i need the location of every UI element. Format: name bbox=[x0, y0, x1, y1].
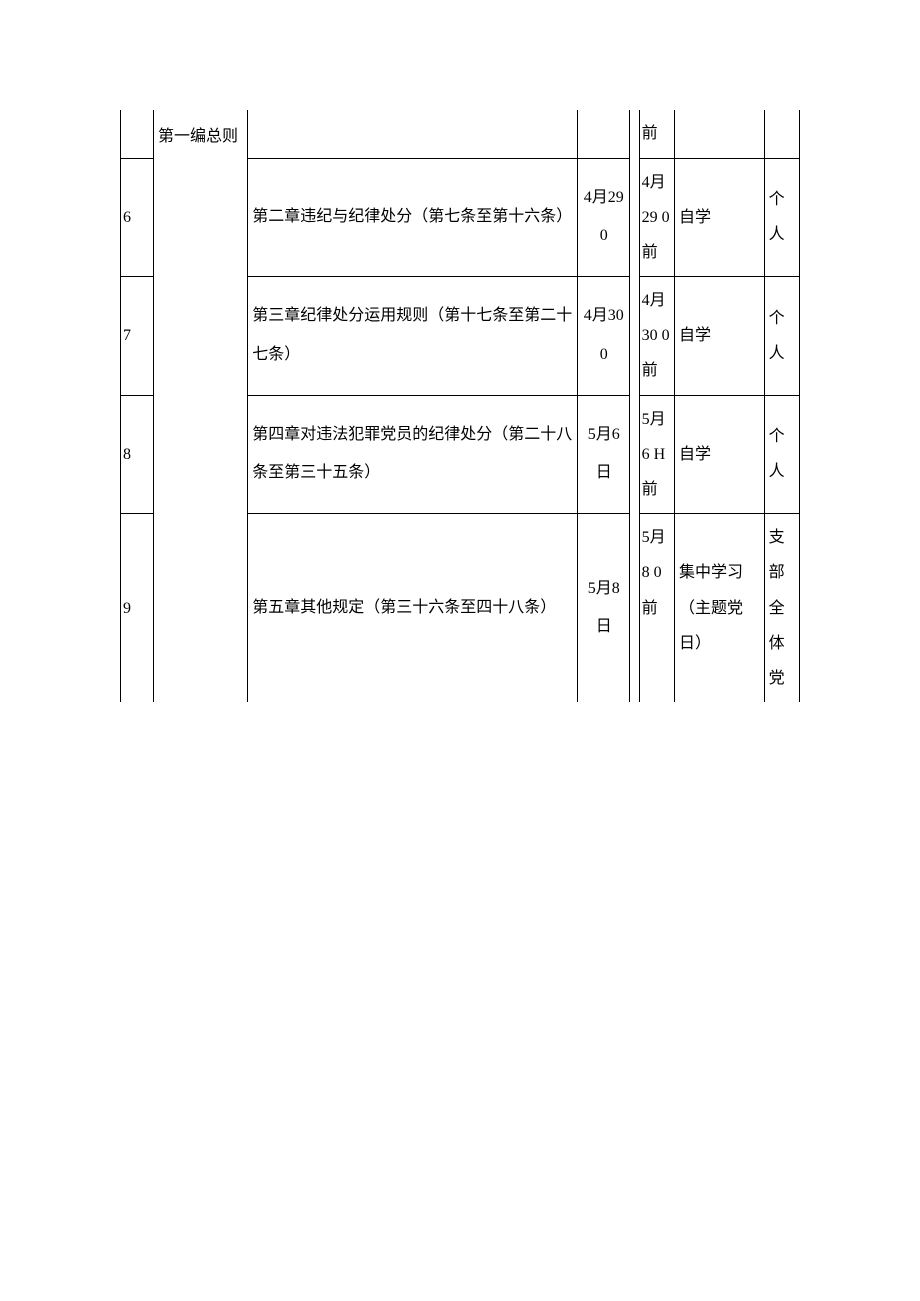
content-cell: 第四章对违法犯罪党员的纪律处分（第二十八条至第三十五条） bbox=[248, 395, 578, 514]
schedule-table: 第一编总则 前 6 第二章违纪与纪律处分（第七条至第十六条） 4月29 0 4月… bbox=[120, 110, 800, 702]
content-cell bbox=[248, 110, 578, 158]
spacer-cell bbox=[630, 110, 639, 702]
date1-cell: 4月30 0 bbox=[578, 277, 630, 396]
content-cell: 第二章违纪与纪律处分（第七条至第十六条） bbox=[248, 158, 578, 277]
date2-cell: 4月29 0前 bbox=[639, 158, 674, 277]
content-cell: 第三章纪律处分运用规则（第十七条至第二十七条） bbox=[248, 277, 578, 396]
date1-cell bbox=[578, 110, 630, 158]
content-cell: 第五章其他规定（第三十六条至四十八条） bbox=[248, 514, 578, 702]
person-cell: 支部全体党 bbox=[764, 514, 799, 702]
row-num-cell: 8 bbox=[121, 395, 154, 514]
person-cell: 个人 bbox=[764, 158, 799, 277]
method-cell bbox=[675, 110, 765, 158]
method-cell: 自学 bbox=[675, 395, 765, 514]
method-cell: 自学 bbox=[675, 277, 765, 396]
date1-cell: 5月6日 bbox=[578, 395, 630, 514]
method-cell: 集中学习（主题党日） bbox=[675, 514, 765, 702]
date2-cell: 5月6 H前 bbox=[639, 395, 674, 514]
section-header-cell: 第一编总则 bbox=[154, 110, 248, 702]
row-num-cell: 6 bbox=[121, 158, 154, 277]
date2-cell: 5月8 0前 bbox=[639, 514, 674, 702]
table-row: 第一编总则 前 bbox=[121, 110, 800, 158]
person-cell: 个人 bbox=[764, 277, 799, 396]
date1-cell: 5月8日 bbox=[578, 514, 630, 702]
date2-cell: 4月30 0前 bbox=[639, 277, 674, 396]
row-num-cell bbox=[121, 110, 154, 158]
person-cell: 个人 bbox=[764, 395, 799, 514]
row-num-cell: 7 bbox=[121, 277, 154, 396]
row-num-cell: 9 bbox=[121, 514, 154, 702]
person-cell bbox=[764, 110, 799, 158]
date2-cell: 前 bbox=[639, 110, 674, 158]
method-cell: 自学 bbox=[675, 158, 765, 277]
date1-cell: 4月29 0 bbox=[578, 158, 630, 277]
